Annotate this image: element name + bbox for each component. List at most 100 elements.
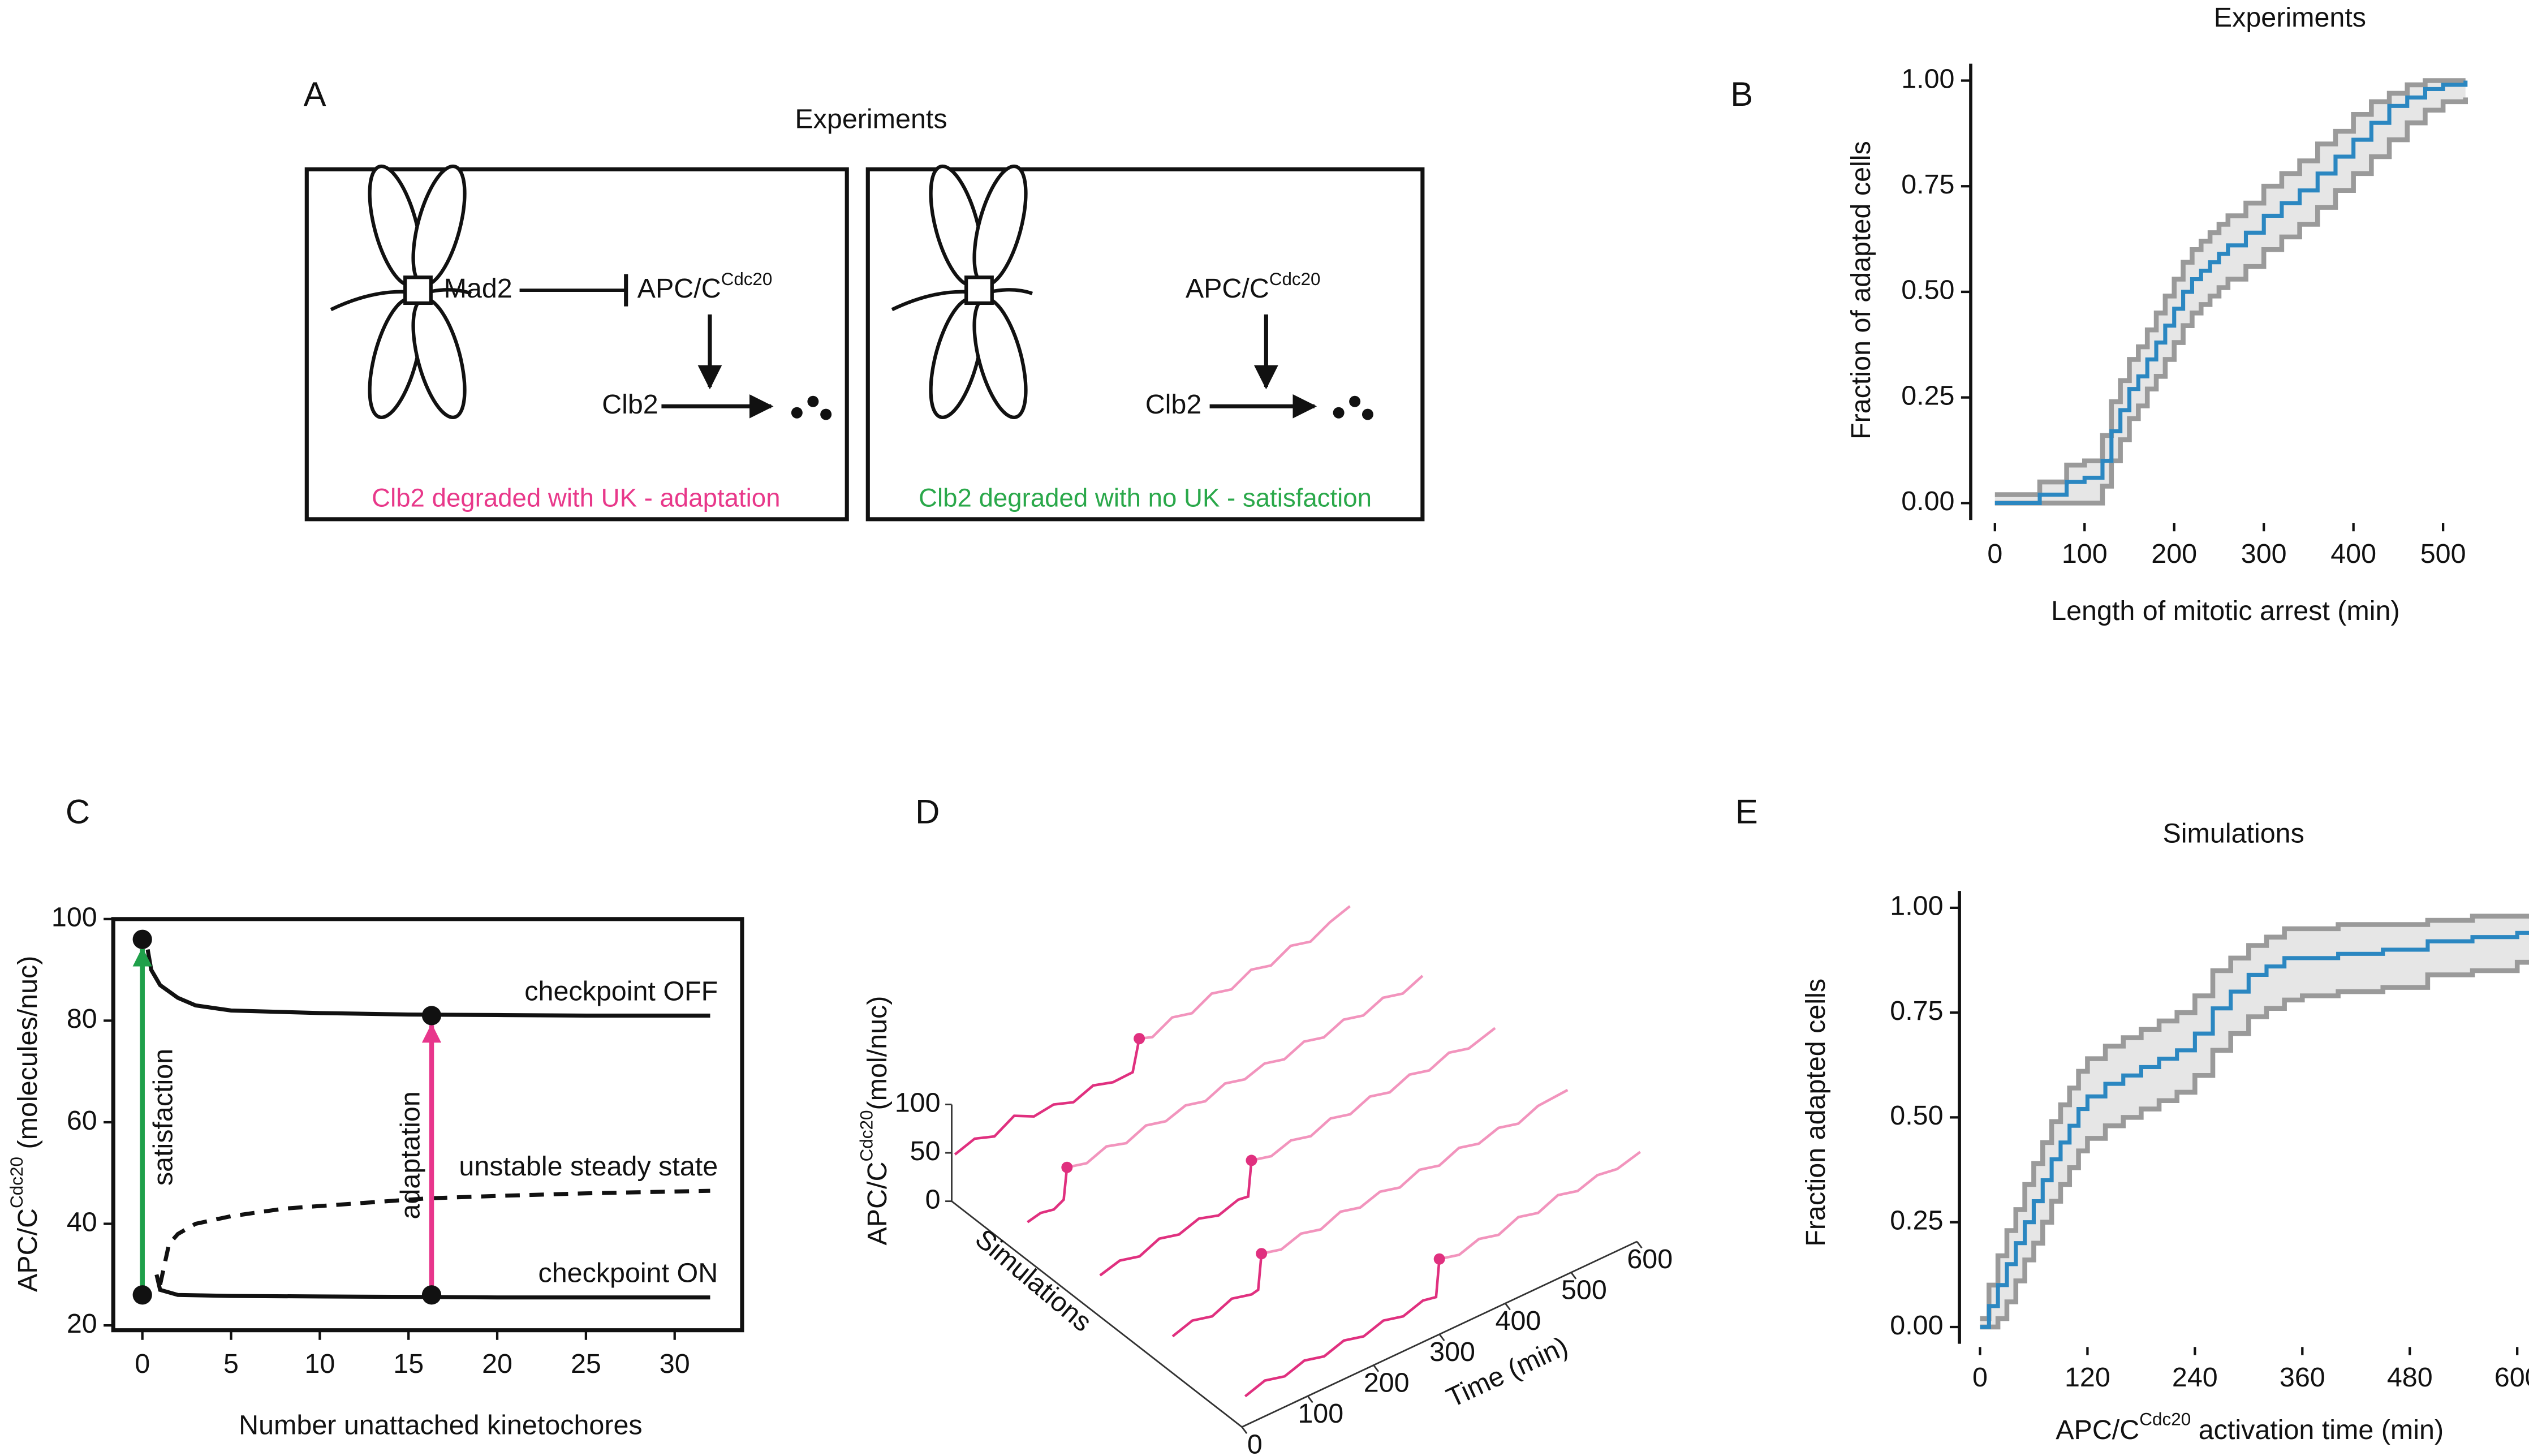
median-line (1994, 80, 2468, 505)
x-tick-label: 300 (2241, 539, 2287, 569)
y-tick-label: 100 (51, 902, 97, 933)
x-tick-label: 0 (1987, 539, 2002, 569)
band-edge (1980, 914, 2529, 1321)
x-tick-label: 100 (2062, 539, 2108, 569)
activation-point (1061, 1161, 1073, 1173)
x-axis-label-part: Length of mitotic arrest (min) (2051, 596, 2399, 626)
z-tick-label: 0 (925, 1184, 941, 1214)
caption: Clb2 degraded with no UK - satisfaction (919, 484, 1372, 512)
activation-point (1433, 1253, 1445, 1265)
x-tick-label: 0 (1972, 1362, 1988, 1393)
trace-before (1099, 1160, 1253, 1277)
products (791, 395, 1373, 420)
time-tick-label: 200 (1364, 1367, 1410, 1398)
x-tick-label: 600 (2494, 1362, 2529, 1393)
y-tick-label: 80 (67, 1003, 97, 1034)
box (304, 167, 849, 522)
x-axis-label: Length of mitotic arrest (min) (2051, 596, 2399, 626)
time-tick-label: 300 (1429, 1337, 1475, 1367)
trace-before (1171, 1253, 1263, 1338)
y-tick-label: 40 (67, 1207, 97, 1237)
depth-axis (951, 1200, 1243, 1428)
y-tick-label: 0.75 (1901, 169, 1954, 200)
x-tick-label: 10 (304, 1349, 335, 1379)
panel-label: E (1735, 792, 1758, 830)
chromosome (891, 164, 1033, 420)
y-tick-label: 1.00 (1890, 891, 1943, 921)
depth-axis-label: Simulations (970, 1224, 1098, 1338)
caption: Clb2 degraded with UK - adaptation (372, 484, 780, 512)
time-tick-label: 400 (1496, 1306, 1541, 1336)
trace-after (1139, 905, 1351, 1040)
y-tick-label: 0.75 (1890, 996, 1943, 1026)
trace-before (1244, 1259, 1441, 1398)
y-axis-label: APC/CCdc20(mol/nuc) (856, 996, 893, 1246)
curve-label: checkpoint OFF (524, 976, 718, 1006)
x-axis-label-part: activation time (min) (2191, 1415, 2444, 1445)
x-tick-label: 240 (2172, 1362, 2218, 1393)
panel-label: B (1730, 75, 1753, 113)
y-tick-label: 0.00 (1890, 1310, 1943, 1341)
label: Clb2 (602, 389, 658, 420)
time-tick-label: 500 (1561, 1275, 1607, 1306)
label-sup: Cdc20 (1269, 269, 1321, 289)
steady-state-point (132, 929, 152, 949)
y-axis-label-part: Cdc20 (6, 1157, 27, 1208)
steady-state-point (132, 1285, 152, 1305)
time-tick (1307, 1395, 1313, 1403)
confidence-band (1994, 80, 2466, 503)
trace-after (1251, 1027, 1496, 1162)
y-axis-label-part: (mol/nuc) (862, 996, 893, 1110)
x-axis-label: Number unattached kinetochores (239, 1410, 643, 1440)
label: Mad2 (444, 273, 512, 304)
z-tick-label: 100 (895, 1087, 941, 1118)
label-sup: Cdc20 (721, 269, 773, 289)
chart-title: Experiments (2214, 2, 2366, 33)
panel-label: D (915, 792, 940, 830)
x-tick-label: 5 (223, 1349, 239, 1379)
time-tick (1438, 1333, 1445, 1342)
x-tick-label: 20 (482, 1349, 512, 1379)
label: APC/CCdc20 (637, 269, 773, 304)
label: APC/CCdc20 (1186, 269, 1321, 304)
time-tick-label: 600 (1627, 1244, 1673, 1274)
label: Clb2 (1145, 389, 1202, 420)
x-tick-label: 25 (571, 1349, 601, 1379)
y-tick-label: 0.25 (1901, 380, 1954, 411)
panel-label: C (66, 792, 90, 830)
activation-point (1134, 1033, 1145, 1045)
confidence-band (1980, 916, 2529, 1327)
plot-frame (111, 917, 744, 1333)
x-tick-label: 360 (2280, 1362, 2325, 1393)
curve-label: checkpoint ON (538, 1258, 718, 1289)
time-tick (1570, 1272, 1577, 1280)
y-axis-label: Fraction of adapted cells (1846, 141, 1876, 440)
time-tick-label: 0 (1247, 1429, 1263, 1456)
x-tick-label: 500 (2420, 539, 2466, 569)
band-edge (1994, 97, 2468, 506)
arrow-label: satisfaction (148, 1049, 178, 1186)
y-axis-label-part: (molecules/nuc) (12, 956, 43, 1157)
chromosome (330, 164, 472, 420)
x-tick-label: 30 (660, 1349, 690, 1379)
time-tick-label: 100 (1298, 1398, 1343, 1429)
time-tick (1241, 1426, 1248, 1434)
y-axis-label-part: Cdc20 (856, 1110, 877, 1162)
curve (154, 1274, 710, 1300)
activation-point (1256, 1248, 1268, 1260)
y-axis-label: Fraction adapted cells (1800, 979, 1831, 1247)
curve-label: unstable steady state (459, 1151, 718, 1182)
curve (145, 949, 710, 1018)
arrow-label: adaptation (395, 1091, 426, 1219)
y-tick-label: 60 (67, 1105, 97, 1136)
trace-after (1066, 975, 1424, 1169)
time-tick (1505, 1303, 1511, 1311)
x-tick-label: 15 (393, 1349, 424, 1379)
trace-before (1027, 1167, 1069, 1224)
y-axis-label-part: APC/C (12, 1208, 43, 1292)
y-tick-label: 20 (67, 1308, 97, 1339)
trace-before (954, 1038, 1141, 1156)
x-tick-label: 0 (135, 1349, 150, 1379)
z-tick-label: 50 (910, 1136, 941, 1166)
